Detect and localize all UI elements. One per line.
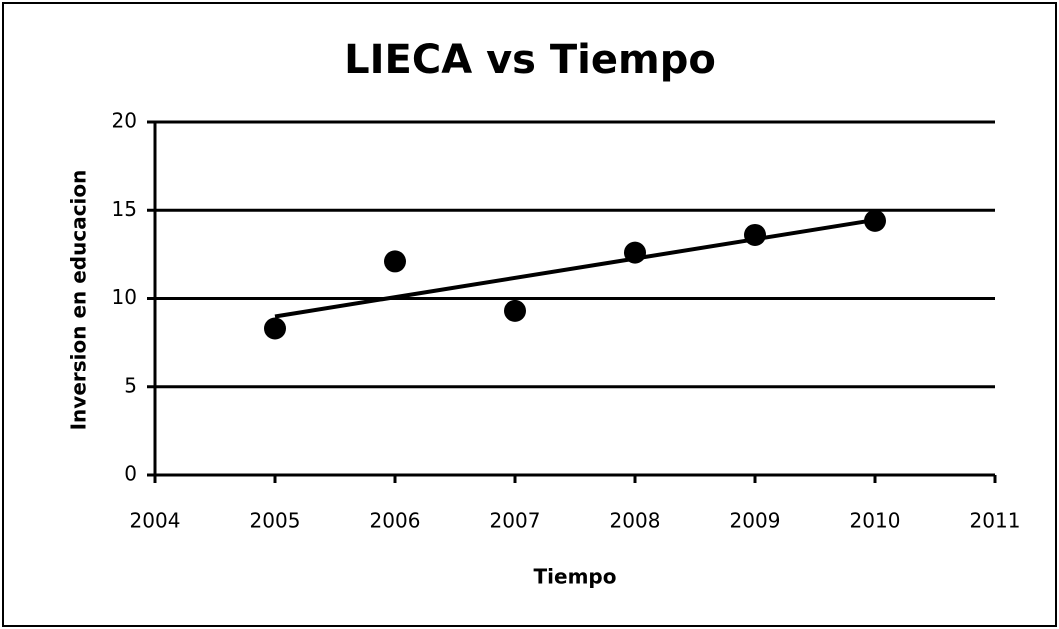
- point: [504, 299, 526, 322]
- x-tick-label: 2007: [490, 509, 541, 533]
- x-tick-label: 2010: [850, 509, 901, 533]
- x-tick-label: 2006: [370, 509, 421, 533]
- point: [384, 250, 406, 273]
- trendline: [274, 217, 876, 319]
- x-tick-label: 2005: [250, 509, 301, 533]
- x-axis-label: Tiempo: [534, 565, 617, 589]
- y-tick-label: 10: [112, 285, 137, 309]
- x-tick-label: 2008: [610, 509, 661, 533]
- point: [864, 209, 886, 232]
- y-tick-label: 15: [112, 197, 137, 221]
- y-tick-label: 5: [124, 373, 137, 397]
- y-axis-label: Inversion en educacion: [67, 170, 91, 431]
- point: [264, 317, 286, 340]
- point: [624, 241, 646, 264]
- chart-title: LIECA vs Tiempo: [344, 37, 716, 83]
- y-tick-label: 0: [124, 462, 137, 486]
- point: [744, 223, 766, 246]
- x-tick-label: 2004: [130, 509, 181, 533]
- x-tick-label: 2011: [970, 509, 1021, 533]
- y-tick-label: 20: [112, 109, 137, 133]
- x-tick-label: 2009: [730, 509, 781, 533]
